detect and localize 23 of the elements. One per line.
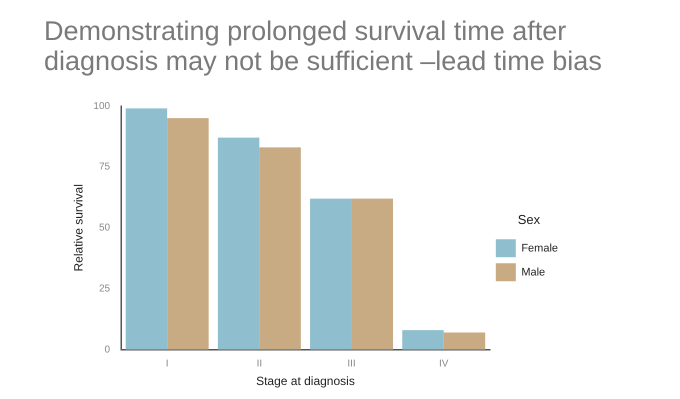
x-tick-label: III <box>347 358 356 370</box>
y-tick-label: 0 <box>104 344 111 356</box>
legend-title: Sex <box>518 212 541 227</box>
bar <box>352 198 394 350</box>
x-tick-label: I <box>166 358 169 370</box>
y-tick-label: 75 <box>98 162 111 173</box>
x-tick-label: II <box>256 358 262 370</box>
y-tick-label: 100 <box>93 100 111 112</box>
bar <box>402 330 444 350</box>
legend-label: Female <box>521 242 558 254</box>
bar <box>126 108 168 350</box>
bar <box>310 198 352 350</box>
x-axis-title: Stage at diagnosis <box>256 374 355 388</box>
chart-title: Demonstrating prolonged survival time after diagnosis may not be sufficient –lead time bias <box>43 15 603 78</box>
y-axis-title: Relative survival <box>72 184 86 272</box>
bar <box>167 118 209 350</box>
bar <box>444 332 486 350</box>
legend-label: Male <box>521 266 546 278</box>
y-tick-label: 50 <box>98 222 111 234</box>
x-tick-label: IV <box>439 358 449 370</box>
y-tick-label: 25 <box>98 283 111 294</box>
bar <box>259 147 301 350</box>
bar <box>218 138 260 350</box>
